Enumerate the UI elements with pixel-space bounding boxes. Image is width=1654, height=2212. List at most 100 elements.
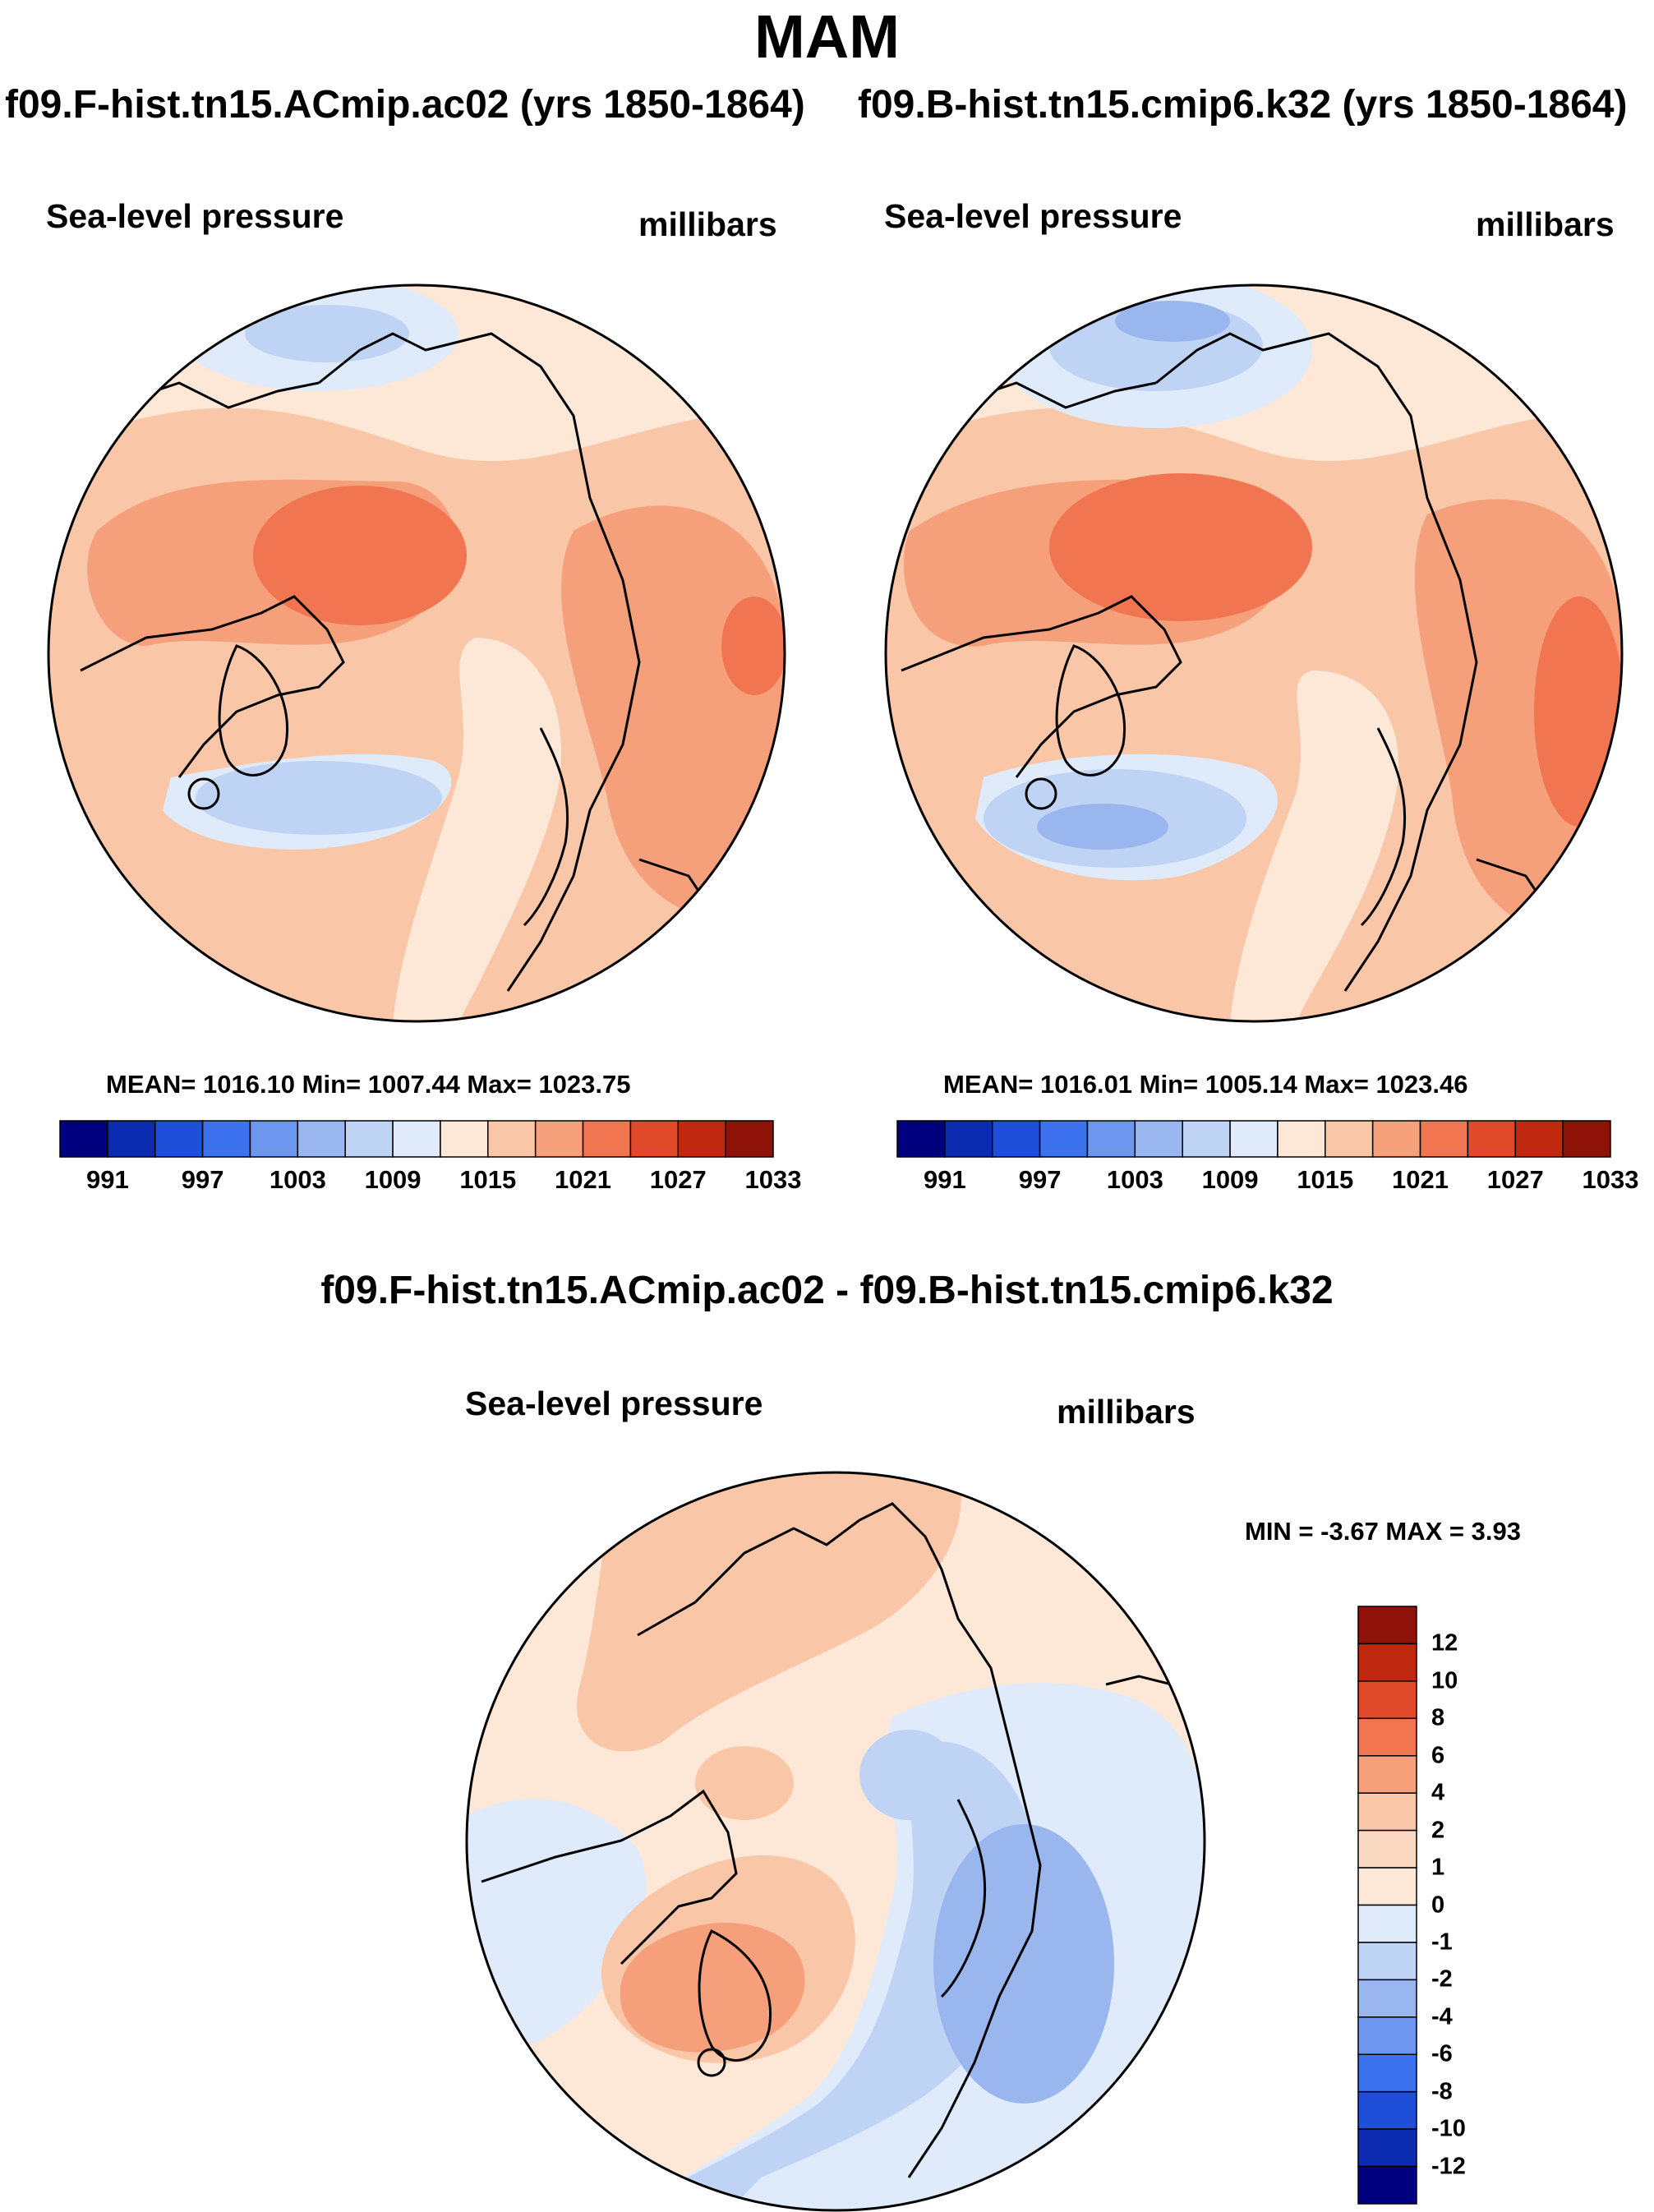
colorbar-box	[1357, 2090, 1417, 2130]
colorbar-box	[677, 1120, 726, 1158]
right-variable-label: Sea-level pressure	[884, 197, 1182, 235]
left-map-contour-land-mid	[393, 638, 562, 1021]
colorbar-tick-label: 1003	[269, 1165, 326, 1194]
colorbar-tick-label: 1	[1431, 1854, 1445, 1881]
colorbar-box	[944, 1120, 993, 1158]
colorbar-box	[1357, 1680, 1417, 1720]
colorbar-box	[725, 1120, 774, 1158]
colorbar-box	[201, 1120, 251, 1158]
colorbar-box	[1357, 2053, 1417, 2093]
right-stats-text: MEAN= 1016.01 Min= 1005.14 Max= 1023.46	[943, 1070, 1468, 1099]
colorbar-box	[1325, 1120, 1374, 1158]
colorbar-tick-label: 997	[181, 1165, 224, 1194]
colorbar-tick-label: -2	[1431, 1965, 1453, 1993]
colorbar-tick-label: 1021	[555, 1165, 612, 1194]
colorbar-tick-label: 991	[923, 1165, 966, 1194]
colorbar-tick-label: 6	[1431, 1742, 1445, 1769]
colorbar-box	[582, 1120, 632, 1158]
colorbar-box	[534, 1120, 584, 1158]
colorbar-tick-label: 1003	[1106, 1165, 1163, 1194]
colorbar-box	[1357, 1643, 1417, 1682]
colorbar-box	[629, 1120, 680, 1158]
diff-colorbar	[1357, 1606, 1417, 2205]
colorbar-box	[344, 1120, 394, 1158]
diff-map-contour-pos-center-core	[620, 1923, 805, 2053]
diff-map-border	[465, 1471, 1206, 2212]
right-map-contour-low-atlantic-core	[1037, 804, 1168, 850]
colorbar-box	[1419, 1120, 1469, 1158]
diff-map-contour-pos-north	[577, 1472, 961, 1752]
left-map-contour-low-top-core	[245, 305, 409, 362]
colorbar-tick-label: 0	[1431, 1892, 1445, 1918]
colorbar-tick-label: 1015	[459, 1165, 517, 1194]
colorbar-box	[1357, 1904, 1417, 1943]
colorbar-box	[1467, 1120, 1517, 1158]
colorbar-box	[1357, 1792, 1417, 1832]
right-units-label: millibars	[1476, 205, 1615, 243]
left-polar-map	[47, 283, 786, 1023]
colorbar-box	[1277, 1120, 1326, 1158]
diff-map-contour-pos-small	[695, 1746, 794, 1820]
left-case-title: f09.F-hist.tn15.ACmip.ac02 (yrs 1850-186…	[5, 83, 805, 127]
colorbar-box	[1182, 1120, 1231, 1158]
colorbar-box	[107, 1120, 156, 1158]
right-case-title: f09.B-hist.tn15.cmip6.k32 (yrs 1850-1864…	[858, 83, 1628, 127]
colorbar-tick-label: -1	[1431, 1929, 1453, 1956]
colorbar-tick-label: 10	[1431, 1667, 1458, 1694]
left-map-contour-high-east	[561, 505, 785, 920]
colorbar-box	[1357, 1606, 1417, 1645]
diff-polar-map	[465, 1471, 1206, 2212]
colorbar-box	[440, 1120, 489, 1158]
left-map-contour-high-east-core	[721, 597, 785, 695]
diff-map-contour-neg-east-core	[933, 1824, 1114, 2104]
colorbar-box	[1357, 1867, 1417, 1906]
left-map-contour-high-core	[253, 486, 467, 625]
right-map-contour-high-east-core	[1534, 597, 1622, 827]
difference-title: f09.F-hist.tn15.ACmip.ac02 - f09.B-hist.…	[320, 1269, 1334, 1312]
left-map-coastlines	[80, 332, 723, 992]
colorbar-box	[1562, 1120, 1611, 1158]
colorbar-tick-label: 1027	[1486, 1165, 1544, 1194]
colorbar-box	[896, 1120, 946, 1158]
colorbar-box	[1357, 2016, 1417, 2055]
colorbar-tick-label: -6	[1431, 2040, 1453, 2067]
colorbar-box	[154, 1120, 204, 1158]
colorbar-tick-label: 991	[85, 1165, 129, 1194]
left-map-border	[47, 283, 786, 1023]
colorbar-box	[1357, 1942, 1417, 1981]
colorbar-tick-label: 4	[1431, 1779, 1445, 1806]
colorbar-tick-label: 1033	[1582, 1165, 1639, 1194]
diff-stats-text: MIN = -3.67 MAX = 3.93	[1245, 1517, 1521, 1546]
colorbar-tick-label: -8	[1431, 2078, 1453, 2105]
right-polar-map	[884, 283, 1624, 1023]
colorbar-box	[991, 1120, 1041, 1158]
colorbar-tick-label: 1015	[1297, 1165, 1354, 1194]
left-map-contour-low-atlantic-core	[196, 761, 442, 835]
colorbar-box	[249, 1120, 299, 1158]
colorbar-tick-label: 12	[1431, 1629, 1458, 1657]
diff-map-contour-neg-east-mid	[629, 1741, 1040, 2210]
colorbar-box	[1357, 1979, 1417, 2018]
left-stats-text: MEAN= 1016.10 Min= 1007.44 Max= 1023.75	[106, 1070, 631, 1099]
colorbar-box	[1514, 1120, 1564, 1158]
colorbar-box	[1357, 1717, 1417, 1757]
colorbar-box	[392, 1120, 441, 1158]
figure-title: MAM	[754, 2, 900, 71]
colorbar-box	[1357, 1829, 1417, 1869]
colorbar-tick-label: -10	[1431, 2115, 1466, 2142]
colorbar-box	[487, 1120, 537, 1158]
colorbar-box	[59, 1120, 108, 1158]
colorbar-tick-label: 997	[1018, 1165, 1062, 1194]
colorbar-box	[1039, 1120, 1089, 1158]
diff-units-label: millibars	[1057, 1393, 1196, 1431]
right-map-contour-low-top-core	[1115, 301, 1230, 342]
right-map-contour-land-mid	[1230, 671, 1399, 1021]
colorbar-box	[1134, 1120, 1183, 1158]
colorbar-tick-label: 2	[1431, 1817, 1445, 1844]
diff-map-coastlines	[481, 1502, 1173, 2178]
left-variable-label: Sea-level pressure	[46, 197, 344, 235]
colorbar-box	[1086, 1120, 1136, 1158]
diff-map-contour-neg-west	[467, 1799, 647, 2053]
colorbar-tick-label: -4	[1431, 2003, 1453, 2030]
colorbar-box	[1357, 2165, 1417, 2205]
